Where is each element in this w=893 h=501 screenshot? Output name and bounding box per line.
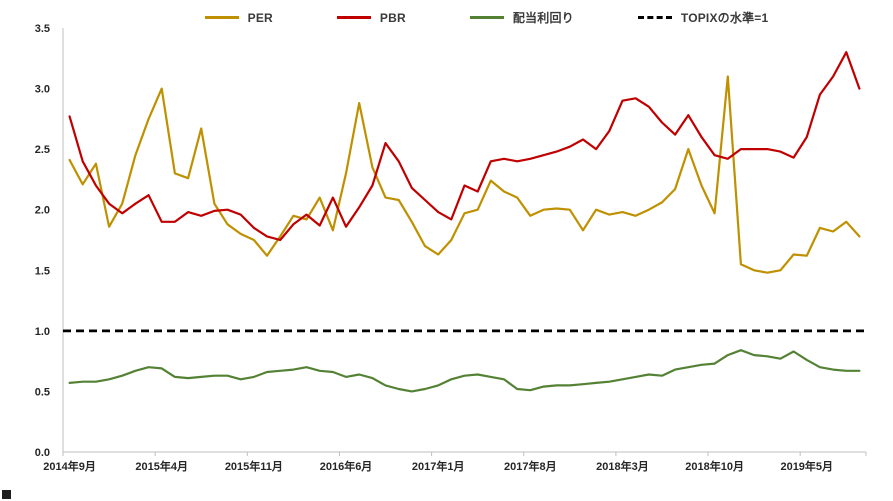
x-tick-label: 2019年5月 (780, 459, 833, 473)
legend-item-dividend-yield: 配当利回り (469, 9, 574, 26)
y-tick-label: 1.5 (35, 265, 50, 277)
x-tick-label: 2014年9月 (43, 459, 96, 473)
legend-label-pbr: PBR (379, 10, 406, 25)
legend-label-topix-level: TOPIXの水準=1 (680, 11, 769, 25)
legend-item-per: PER (204, 10, 273, 25)
x-tick-label: 2018年3月 (596, 459, 649, 473)
y-tick-label: 3.5 (35, 23, 50, 35)
y-tick-label: 3.0 (35, 84, 50, 96)
y-tick-label: 2.5 (35, 144, 50, 156)
pbr-line-swatch-icon (336, 16, 371, 19)
per-line-swatch-icon (204, 16, 239, 19)
x-tick-label: 2017年1月 (412, 459, 465, 473)
x-tick-label: 2015年11月 (225, 459, 283, 473)
topix-dashed-line-swatch-icon (637, 16, 672, 19)
x-tick-label: 2015年4月 (135, 459, 188, 473)
dividend-yield-line-swatch-icon (469, 16, 504, 19)
x-tick-label: 2016年6月 (320, 459, 373, 473)
chart-legend: PER PBR 配当利回り TOPIXの水準=1 (40, 9, 893, 26)
series-line-per (68, 75, 861, 274)
series-line-pbr (68, 51, 861, 242)
y-tick-label: 0.0 (35, 447, 50, 459)
y-tick-label: 1.0 (35, 326, 50, 338)
y-tick-label: 2.0 (35, 205, 50, 217)
legend-item-topix-level: TOPIXの水準=1 (637, 9, 769, 26)
series-line-dividend-yield (68, 349, 861, 393)
legend-label-dividend-yield: 配当利回り (512, 11, 574, 25)
y-tick-label: 0.5 (35, 386, 50, 398)
legend-item-pbr: PBR (336, 10, 406, 25)
cropped-ui-fragment (2, 490, 11, 499)
legend-label-per: PER (247, 10, 273, 25)
x-tick-label: 2017年8月 (504, 459, 557, 473)
x-tick-label: 2018年10月 (685, 459, 744, 473)
